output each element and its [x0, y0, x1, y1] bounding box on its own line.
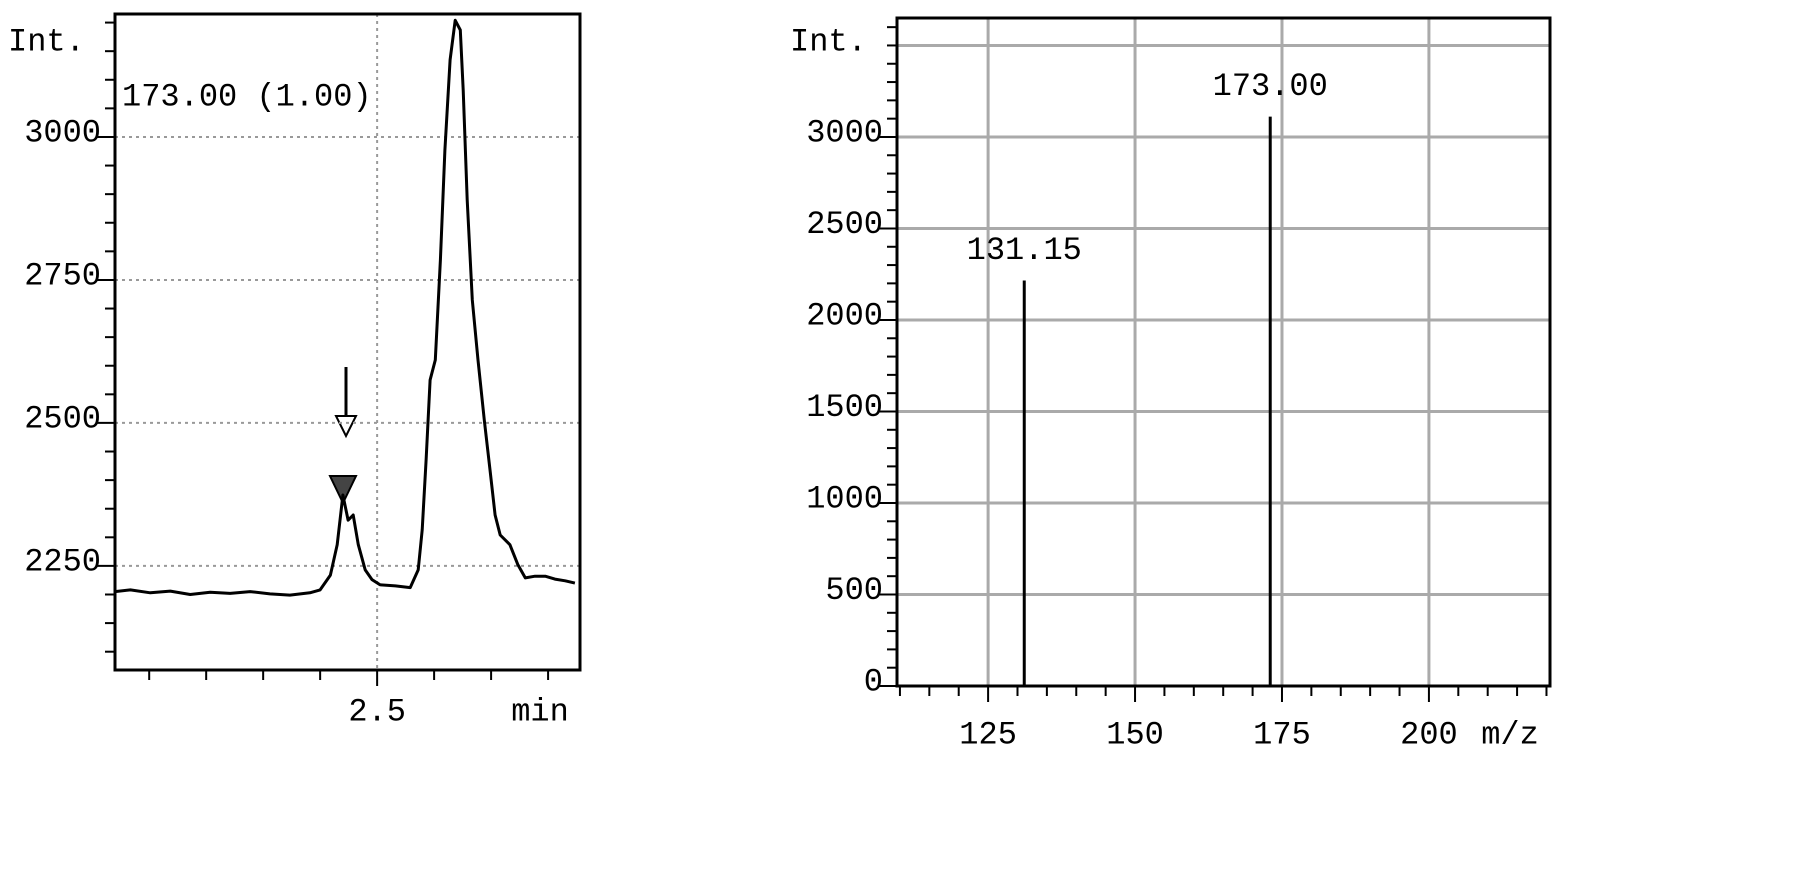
x-axis-label: m/z — [1481, 716, 1539, 753]
x-tick-label: 150 — [1106, 716, 1164, 753]
y-tick-label: 1500 — [806, 389, 883, 426]
peak-label: 173.00 — [1213, 68, 1328, 105]
y-tick-label: 3000 — [24, 114, 101, 151]
plot-frame — [895, 16, 1552, 688]
y-tick-label: 3000 — [806, 114, 883, 151]
trace — [114, 18, 576, 597]
y-axis-label: Int. — [790, 23, 867, 60]
y-tick-label: 1000 — [806, 480, 883, 517]
y-tick-label: 2750 — [24, 257, 101, 294]
y-tick-label: 2500 — [24, 400, 101, 437]
y-tick-label: 2250 — [24, 543, 101, 580]
peak-marker — [328, 475, 358, 506]
x-axis-label: min — [511, 693, 569, 730]
x-tick-label: 125 — [959, 716, 1017, 753]
y-tick-label: 2500 — [806, 206, 883, 243]
y-axis-label: Int. — [8, 23, 85, 60]
y-tick-label: 500 — [825, 572, 883, 609]
x-tick-label: 2.5 — [348, 693, 406, 730]
y-tick-label: 0 — [864, 663, 883, 700]
arrow-head — [334, 415, 358, 439]
plot-frame — [113, 12, 582, 672]
peak-label: 131.15 — [967, 232, 1082, 269]
annotation: 173.00 (1.00) — [122, 78, 372, 115]
x-tick-label: 200 — [1400, 716, 1458, 753]
y-tick-label: 2000 — [806, 297, 883, 334]
x-tick-label: 175 — [1253, 716, 1311, 753]
